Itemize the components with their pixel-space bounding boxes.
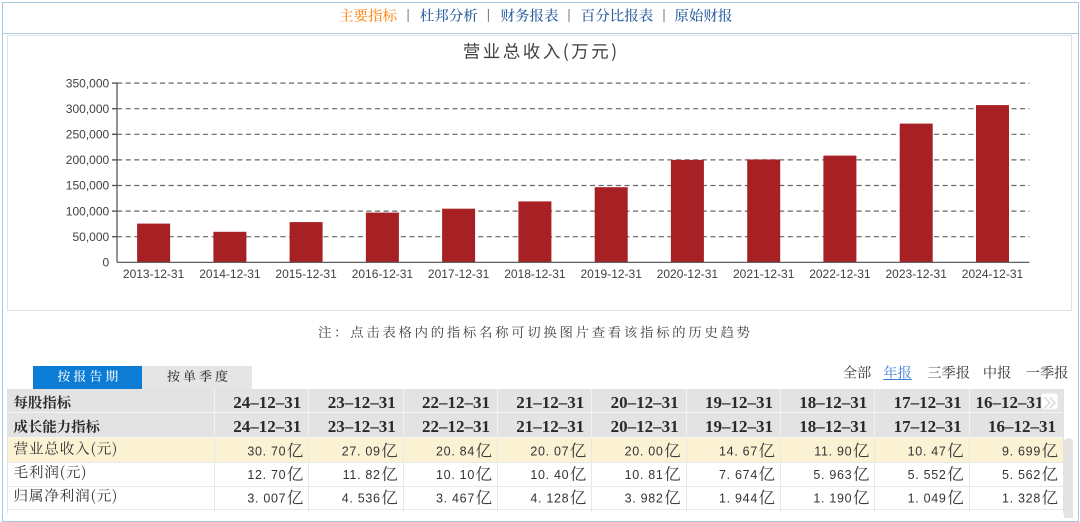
svg-text:30. 70: 30. 70 — [247, 444, 286, 458]
svg-text:7. 674: 7. 674 — [719, 468, 758, 482]
svg-text:2014-12-31: 2014-12-31 — [199, 267, 261, 281]
svg-text:23–12–31: 23–12–31 — [328, 417, 396, 436]
svg-text:21–12–31: 21–12–31 — [516, 393, 584, 412]
svg-text:10. 40: 10. 40 — [530, 468, 569, 482]
svg-text:150,000: 150,000 — [66, 179, 110, 193]
svg-text:5. 552: 5. 552 — [908, 468, 947, 482]
svg-text:350,000: 350,000 — [66, 76, 110, 90]
svg-text:20. 84: 20. 84 — [436, 444, 475, 458]
svg-text:11. 90: 11. 90 — [814, 444, 852, 458]
svg-text:1. 328: 1. 328 — [1002, 491, 1041, 505]
svg-text:20. 07: 20. 07 — [530, 444, 569, 458]
svg-text:3. 007: 3. 007 — [247, 491, 286, 505]
svg-text:4. 536: 4. 536 — [342, 491, 381, 505]
svg-text:19–12–31: 19–12–31 — [705, 393, 773, 412]
svg-text:12. 70: 12. 70 — [247, 468, 286, 482]
svg-text:20. 00: 20. 00 — [625, 444, 664, 458]
svg-text:20–12–31: 20–12–31 — [611, 417, 679, 436]
svg-text:250,000: 250,000 — [66, 128, 110, 142]
svg-text:1. 944: 1. 944 — [719, 491, 758, 505]
svg-text:17–12–31: 17–12–31 — [894, 417, 962, 436]
svg-text:18–12–31: 18–12–31 — [799, 417, 867, 436]
svg-text:2024-12-31: 2024-12-31 — [962, 267, 1024, 281]
svg-text:200,000: 200,000 — [66, 153, 110, 167]
svg-text:2019-12-31: 2019-12-31 — [581, 267, 643, 281]
svg-text:100,000: 100,000 — [66, 204, 110, 218]
svg-text:2015-12-31: 2015-12-31 — [275, 267, 337, 281]
svg-text:20–12–31: 20–12–31 — [611, 393, 679, 412]
svg-text:2020-12-31: 2020-12-31 — [657, 267, 719, 281]
svg-text:10. 10: 10. 10 — [436, 468, 475, 482]
svg-text:3. 467: 3. 467 — [436, 491, 475, 505]
svg-text:2022-12-31: 2022-12-31 — [809, 267, 871, 281]
svg-text:24–12–31: 24–12–31 — [233, 393, 301, 412]
svg-text:10. 81: 10. 81 — [625, 468, 664, 482]
svg-text:27. 09: 27. 09 — [342, 444, 381, 458]
svg-text:21–12–31: 21–12–31 — [516, 417, 584, 436]
svg-text:5. 562: 5. 562 — [1002, 468, 1041, 482]
svg-text:2023-12-31: 2023-12-31 — [886, 267, 948, 281]
svg-text:3. 982: 3. 982 — [625, 491, 664, 505]
svg-text:9. 699: 9. 699 — [1002, 444, 1041, 458]
svg-text:300,000: 300,000 — [66, 102, 110, 116]
svg-text:24–12–31: 24–12–31 — [233, 417, 301, 436]
svg-text:18–12–31: 18–12–31 — [799, 393, 867, 412]
svg-text:10. 47: 10. 47 — [908, 444, 947, 458]
svg-text:50,000: 50,000 — [72, 230, 109, 244]
svg-text:4. 128: 4. 128 — [530, 491, 569, 505]
svg-text:2016-12-31: 2016-12-31 — [352, 267, 414, 281]
svg-text:2018-12-31: 2018-12-31 — [504, 267, 566, 281]
svg-text:16–12–31: 16–12–31 — [976, 393, 1044, 412]
svg-text:1. 049: 1. 049 — [908, 491, 947, 505]
svg-text:11. 82: 11. 82 — [343, 468, 381, 482]
svg-text:19–12–31: 19–12–31 — [705, 417, 773, 436]
svg-text:2017-12-31: 2017-12-31 — [428, 267, 490, 281]
svg-text:22–12–31: 22–12–31 — [422, 393, 490, 412]
svg-text:2013-12-31: 2013-12-31 — [123, 267, 185, 281]
svg-text:5. 963: 5. 963 — [813, 468, 852, 482]
svg-text:23–12–31: 23–12–31 — [328, 393, 396, 412]
svg-text:2021-12-31: 2021-12-31 — [733, 267, 795, 281]
svg-text:17–12–31: 17–12–31 — [894, 393, 962, 412]
svg-text:16–12–31: 16–12–31 — [988, 417, 1056, 436]
svg-text:22–12–31: 22–12–31 — [422, 417, 490, 436]
svg-text:1. 190: 1. 190 — [813, 491, 852, 505]
svg-text:14. 67: 14. 67 — [719, 444, 758, 458]
svg-text:0: 0 — [103, 256, 110, 270]
